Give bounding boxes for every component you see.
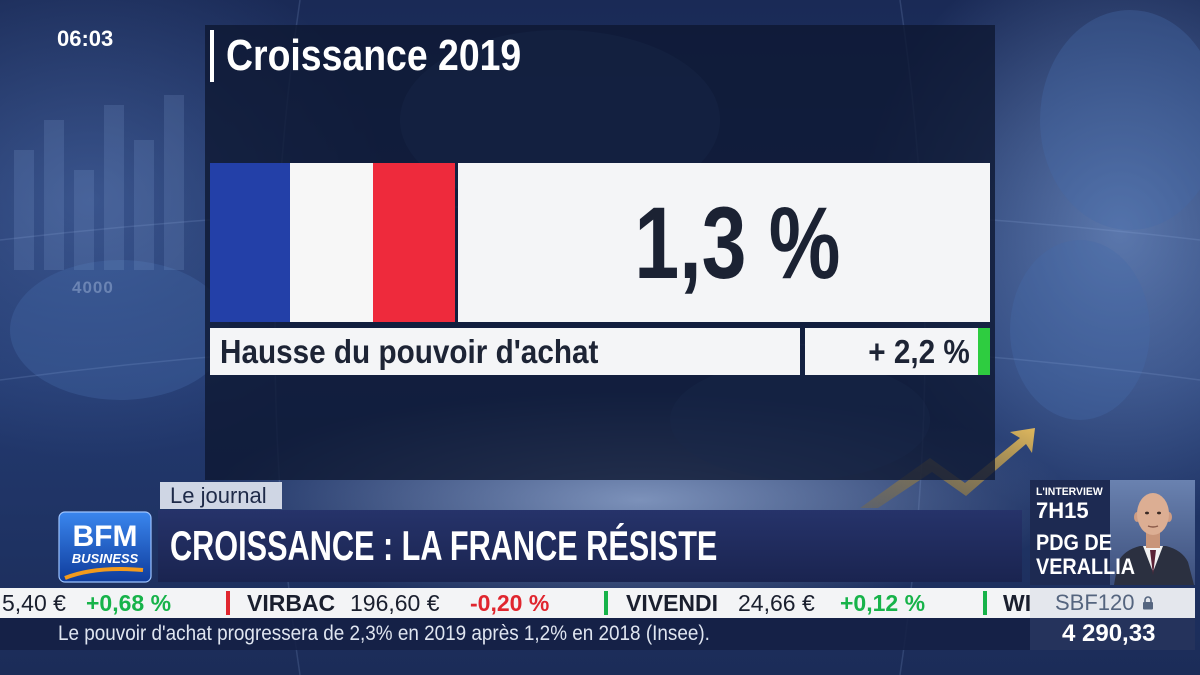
headline: CROISSANCE : LA FRANCE RÉSISTE (170, 522, 718, 569)
broadcast-clock: 06:03 (57, 26, 114, 51)
ticker-price: 5,40 € (2, 590, 66, 616)
backdrop-bar (134, 140, 154, 270)
purchasing-power-value-box: + 2,2 % (805, 328, 978, 375)
program-category-tag: Le journal (160, 482, 282, 509)
bfm-business-logo: BFM BUSINESS (58, 511, 152, 583)
gold-arrow-decoration (860, 428, 1035, 508)
growth-value: 1,3 % (633, 185, 841, 300)
logo-wordmark: BFM (73, 520, 138, 553)
ticker-separator (226, 591, 230, 615)
backdrop-bar (104, 105, 124, 270)
interview-guest-title: PDG DE (1036, 530, 1112, 555)
growth-value-box: 1,3 % (458, 163, 990, 322)
ticker-price: 24,66 € (738, 590, 815, 616)
interview-label: L'INTERVIEW (1036, 486, 1103, 498)
purchasing-power-label: Hausse du pouvoir d'achat (220, 333, 599, 370)
title-accent-bar (210, 30, 214, 82)
flag-stripe-white (290, 163, 373, 322)
interview-time: 7H15 (1036, 498, 1089, 523)
ticker-change: +0,68 % (86, 590, 172, 616)
ticker-price: 196,60 € (350, 590, 440, 616)
france-flag-icon (210, 163, 455, 322)
purchasing-power-label-box: Hausse du pouvoir d'achat (210, 328, 800, 375)
news-crawl: Le pouvoir d'achat progressera de 2,3% e… (0, 618, 1030, 650)
backdrop-bar (164, 95, 184, 270)
ticker-separator (604, 591, 608, 615)
backdrop-bar (74, 170, 94, 270)
backdrop-bar (44, 120, 64, 270)
interview-guest-company: VERALLIA (1036, 554, 1135, 579)
lock-icon (1143, 596, 1153, 610)
backdrop-bar (14, 150, 34, 270)
ticker-change: +0,12 % (840, 590, 926, 616)
program-category-label: Le journal (170, 483, 267, 508)
guest-photo (1110, 480, 1195, 585)
ticker-name: VIVENDI (626, 590, 719, 616)
news-crawl-text: Le pouvoir d'achat progressera de 2,3% e… (58, 622, 710, 645)
logo-subtitle: BUSINESS (72, 551, 139, 566)
flag-stripe-blue (210, 163, 290, 322)
graphic-title: Croissance 2019 (226, 31, 522, 80)
row-accent-bar (978, 328, 990, 375)
backdrop-label: 4000 (72, 278, 114, 297)
flag-stripe-red (373, 163, 455, 322)
ticker-change: -0,20 % (470, 590, 550, 616)
index-value: 4 290,33 (1062, 620, 1156, 647)
index-header: SBF120 (1030, 588, 1195, 618)
ticker-name: VIRBAC (247, 590, 336, 616)
index-name: SBF120 (1055, 590, 1135, 615)
ticker-name: WI (1003, 590, 1030, 616)
interview-promo: L'INTERVIEW 7H15 PDG DE VERALLIA (1030, 480, 1195, 585)
purchasing-power-value: + 2,2 % (868, 333, 970, 370)
stock-ticker: 5,40 € +0,68 % VIRBAC 196,60 € -0,20 % V… (0, 588, 1030, 618)
ticker-separator (983, 591, 987, 615)
headline-bar: CROISSANCE : LA FRANCE RÉSISTE (158, 510, 1022, 582)
index-value-box: 4 290,33 (1030, 618, 1195, 650)
